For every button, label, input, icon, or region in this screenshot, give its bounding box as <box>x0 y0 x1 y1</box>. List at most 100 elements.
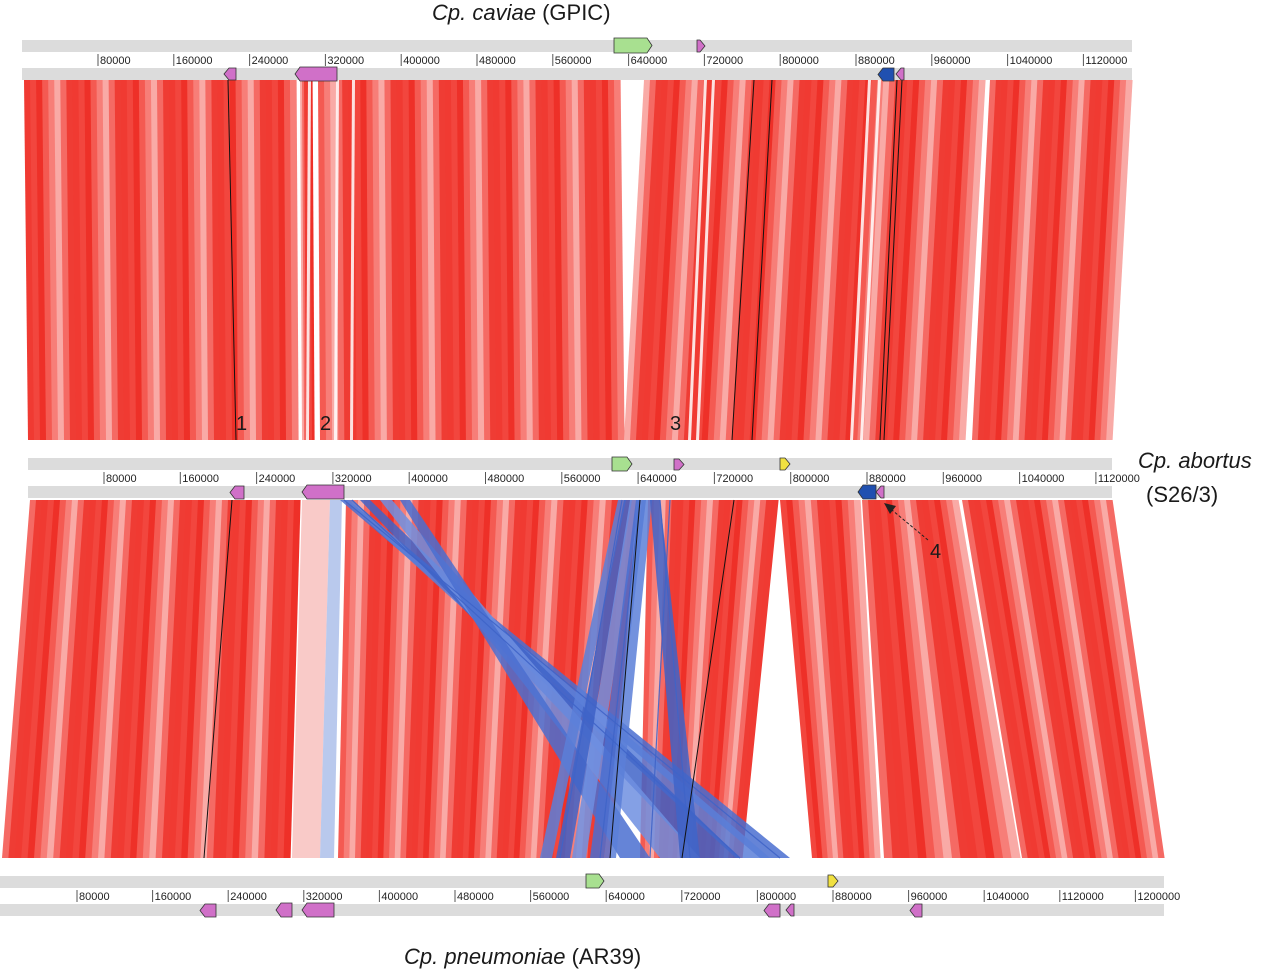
match-band-direct <box>972 80 997 440</box>
species-name: Cp. abortus <box>1138 448 1252 473</box>
axis-tick-label: 640000 <box>640 473 677 485</box>
feature-arrow-pink <box>294 66 338 82</box>
match-band-direct <box>695 500 726 858</box>
match-band-direct <box>810 500 844 858</box>
match-band-direct <box>496 500 522 858</box>
match-band-direct <box>78 500 109 858</box>
match-band-direct <box>1052 500 1114 858</box>
match-band-direct <box>785 80 813 440</box>
match-band-direct <box>647 80 675 440</box>
match-gap <box>688 80 707 440</box>
match-band-direct <box>823 500 855 858</box>
match-band-direct <box>349 500 365 858</box>
match-band-direct <box>607 80 619 440</box>
match-band-direct <box>624 80 651 440</box>
axis-tick-label: 80000 <box>79 891 110 903</box>
axis-tick-label: 720000 <box>684 891 721 903</box>
match-band-inverted <box>572 500 640 858</box>
match-band-direct <box>798 500 834 858</box>
match-band-direct <box>181 500 205 858</box>
axis-tick-label: 400000 <box>403 55 440 67</box>
match-band-direct <box>723 500 761 858</box>
genome-tracks: 80000 160000 240000 320000 400000 480000 56000… <box>0 40 1180 916</box>
match-marker-line <box>879 79 898 441</box>
match-band-direct <box>755 80 783 440</box>
match-band-direct <box>517 80 528 440</box>
match-band-direct <box>880 500 919 858</box>
match-band-pale-blue <box>320 500 342 858</box>
match-band-direct <box>270 500 289 858</box>
match-band-direct <box>839 80 866 440</box>
match-band-direct <box>541 80 552 440</box>
match-band-direct <box>383 500 401 858</box>
match-band-direct <box>911 80 938 440</box>
annotation-arrow-line <box>891 509 929 541</box>
match-band-direct <box>1088 80 1115 440</box>
match-band-direct <box>226 500 247 858</box>
match-band-direct <box>1058 500 1120 858</box>
match-band-direct <box>881 80 908 440</box>
match-marker-line <box>731 79 755 441</box>
feature-arrow-pink <box>696 39 706 53</box>
match-band-direct <box>289 80 299 440</box>
axis-tick-label: 240000 <box>259 473 296 485</box>
match-band-direct <box>653 80 681 440</box>
match-band-direct <box>104 500 133 858</box>
match-band-direct <box>559 80 570 440</box>
match-band-direct <box>968 500 1034 858</box>
match-band-direct <box>922 500 979 858</box>
match-band-direct <box>898 500 945 858</box>
match-band-direct <box>934 500 996 858</box>
match-gap <box>306 80 311 440</box>
match-band-direct <box>529 80 540 440</box>
match-band-direct <box>24 80 35 440</box>
feature-arrow-green <box>613 37 653 54</box>
match-band-direct <box>90 80 101 440</box>
match-band-direct <box>809 80 837 440</box>
match-band-direct <box>187 500 211 858</box>
axis-tick-label: 320000 <box>306 891 343 903</box>
match-band-direct <box>251 500 271 858</box>
match-band-direct <box>886 500 928 858</box>
match-band-direct <box>791 80 819 440</box>
axis-tick-label: 560000 <box>564 473 601 485</box>
match-band-direct <box>709 500 744 858</box>
inverted-stroke <box>649 499 671 859</box>
feature-arrow-green <box>611 456 633 472</box>
match-band-direct <box>940 500 1004 858</box>
axis-tick-label: 320000 <box>335 473 372 485</box>
match-band-direct <box>905 80 932 440</box>
match-band-direct <box>935 80 962 440</box>
match-band-direct <box>142 500 169 858</box>
match-band-direct <box>816 500 850 858</box>
match-band-direct <box>523 80 534 440</box>
axis-tick-label: 1200000 <box>1137 891 1180 903</box>
genome-features <box>199 37 923 918</box>
match-band-direct <box>48 80 59 440</box>
match-band-direct <box>998 500 1063 858</box>
match-band-direct <box>1034 500 1097 858</box>
match-band-direct <box>874 500 911 858</box>
match-band-direct <box>893 80 920 440</box>
species-name: Cp. pneumoniae <box>404 944 566 969</box>
match-band-direct <box>394 500 414 858</box>
match-band-direct <box>42 80 53 440</box>
match-band-direct <box>123 500 151 858</box>
match-band-direct <box>91 500 121 858</box>
annotation-arrow-head <box>884 503 896 514</box>
match-band-direct <box>1094 80 1121 440</box>
annotation-number-4: 4 <box>930 541 941 563</box>
match-band-direct <box>168 500 193 858</box>
axis-tick-label: 960000 <box>911 891 948 903</box>
match-band-direct <box>194 500 217 858</box>
match-band-direct <box>21 500 55 858</box>
match-band-direct <box>102 80 113 440</box>
match-band-direct <box>827 80 854 440</box>
match-band-direct <box>53 500 85 858</box>
match-band-direct <box>553 80 564 440</box>
match-marker-line <box>751 79 773 441</box>
match-band-direct <box>155 500 181 858</box>
match-band-direct <box>406 500 426 858</box>
match-band-direct <box>686 500 714 858</box>
match-band-direct <box>641 80 669 440</box>
